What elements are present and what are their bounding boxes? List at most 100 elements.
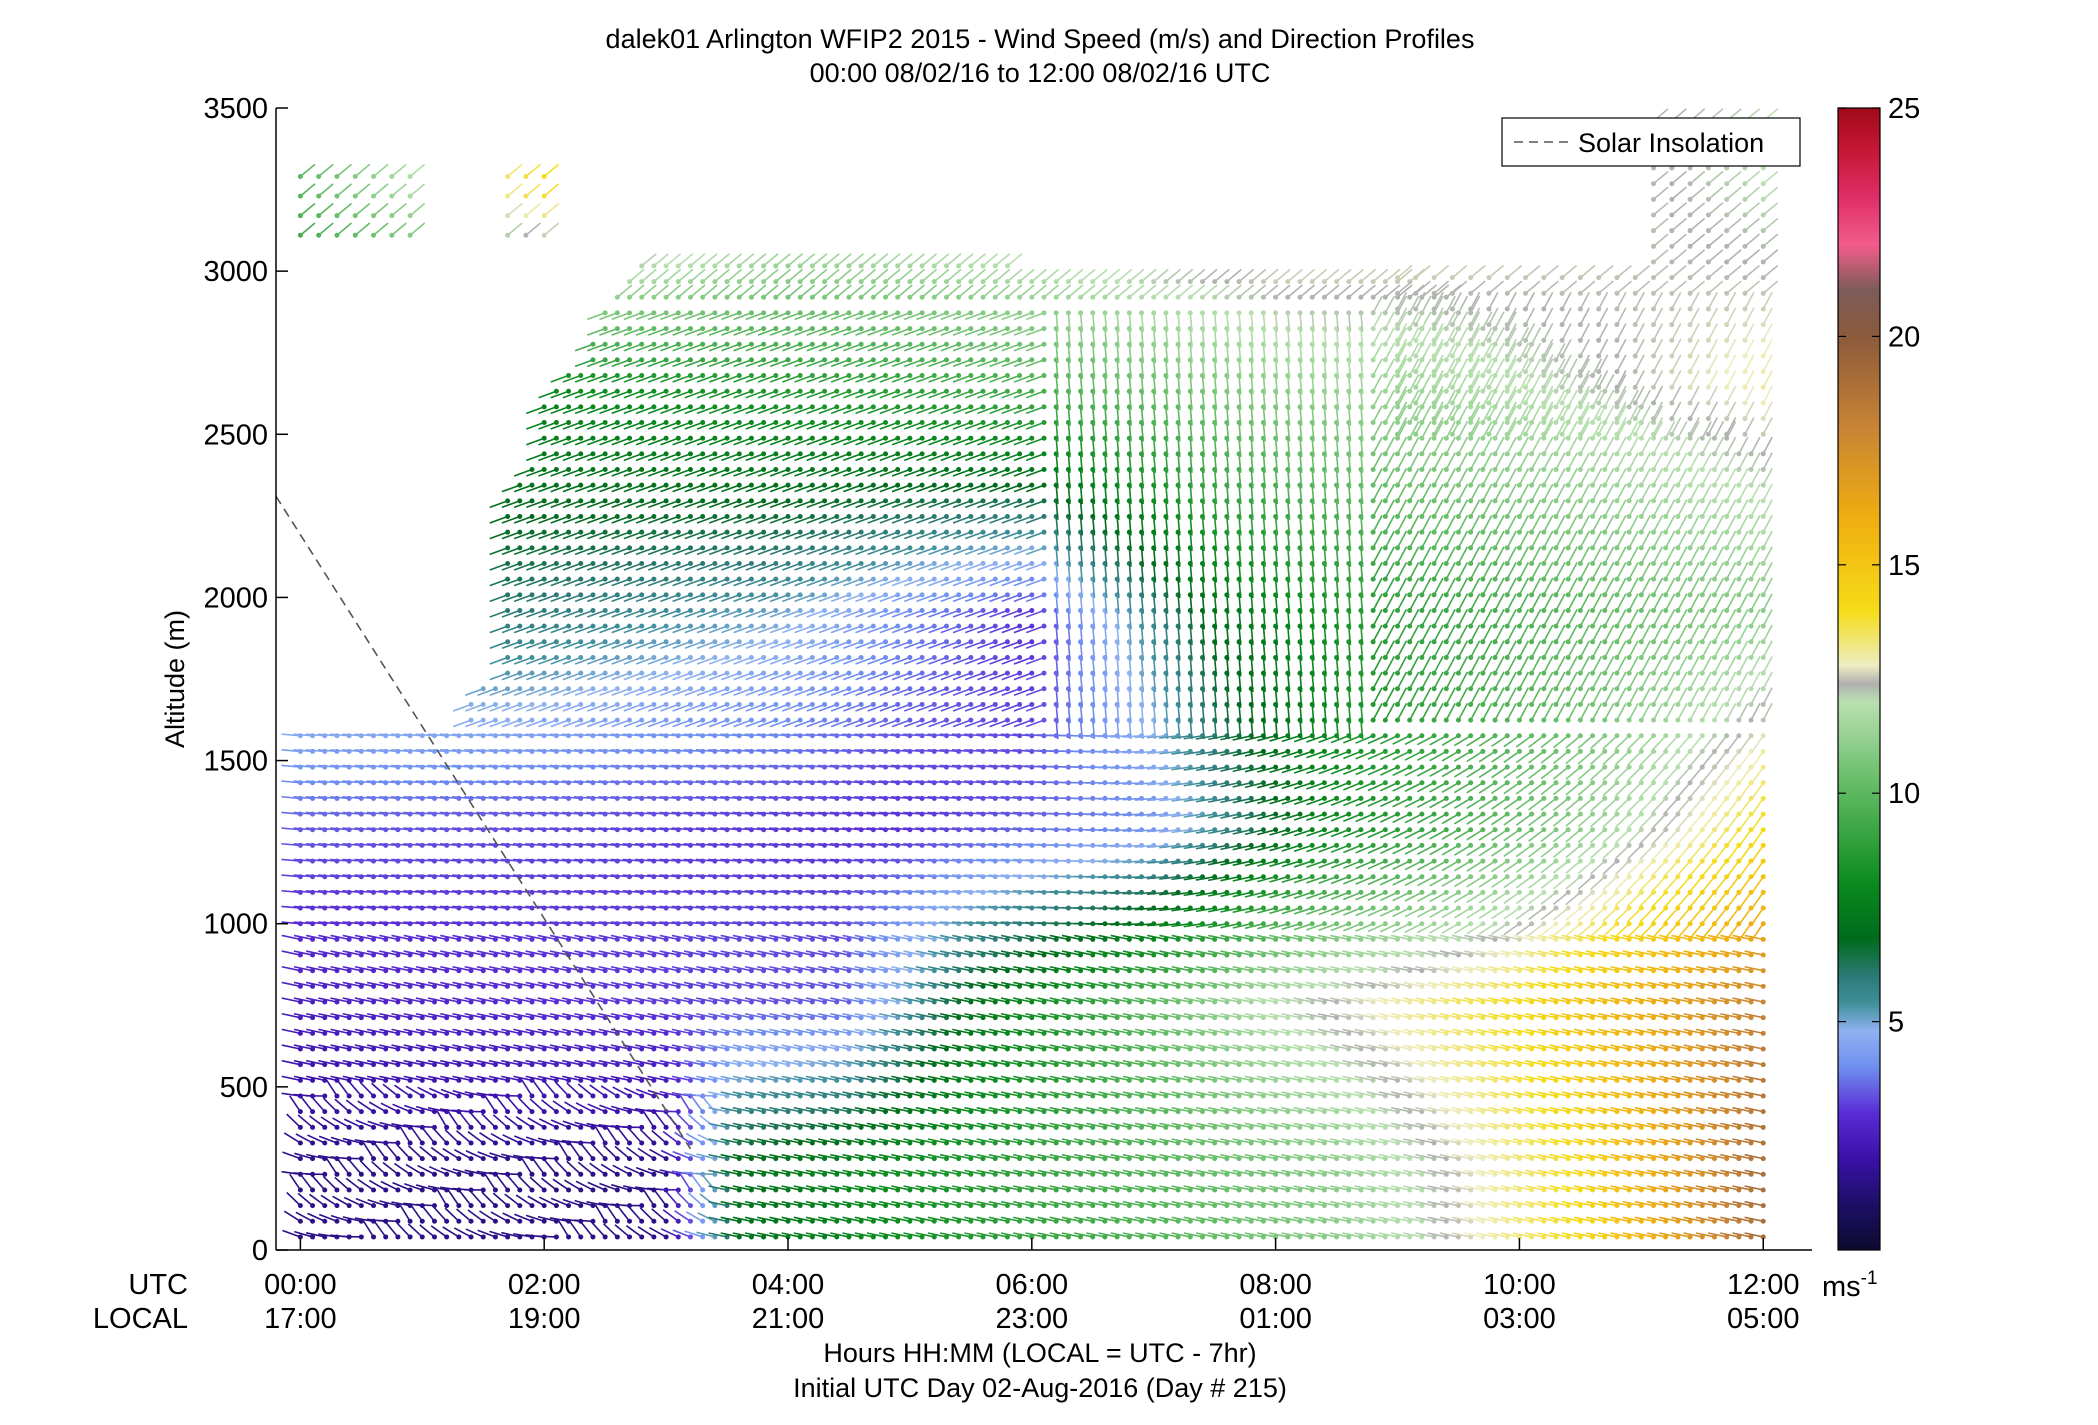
wind-barb-head xyxy=(541,1140,547,1146)
wind-barb xyxy=(281,874,301,878)
wind-barb-head xyxy=(724,623,730,629)
wind-barb-head xyxy=(785,686,791,692)
wind-barb-head xyxy=(797,263,803,269)
wind-barb-head xyxy=(736,451,742,457)
wind-barb xyxy=(366,780,386,784)
wind-barb-head xyxy=(517,670,523,676)
wind-barb-head xyxy=(529,670,535,676)
wind-barb-head xyxy=(761,388,767,394)
wind-barb-head xyxy=(578,1234,584,1240)
wind-barb xyxy=(317,733,338,737)
wind-barb-head xyxy=(651,279,657,285)
wind-barb xyxy=(378,795,398,800)
wind-barb xyxy=(379,997,399,1003)
wind-barb-head xyxy=(822,341,828,347)
wind-barb-head xyxy=(614,373,620,379)
wind-barb-head xyxy=(383,1234,389,1240)
wind-barb-head xyxy=(590,498,596,504)
wind-barb-head xyxy=(602,1109,608,1115)
wind-barb xyxy=(342,874,362,878)
wind-barb-head xyxy=(517,686,523,692)
wind-barb xyxy=(354,1012,374,1019)
wind-barb-head xyxy=(639,388,645,394)
wind-barb-head xyxy=(761,592,767,598)
wind-barb-head xyxy=(639,294,645,300)
wind-barb-head xyxy=(761,279,767,285)
wind-barb-head xyxy=(687,498,693,504)
wind-barb xyxy=(415,1125,435,1129)
wind-barb xyxy=(330,842,350,847)
wind-barb xyxy=(415,1105,435,1113)
wind-barb xyxy=(281,950,301,956)
wind-barb-head xyxy=(834,373,840,379)
wind-barb-head xyxy=(822,467,828,473)
wind-barb-head xyxy=(334,1140,340,1146)
wind-barb-head xyxy=(431,1218,437,1224)
wind-barb xyxy=(378,905,398,909)
wind-barb xyxy=(330,965,350,972)
wind-barb xyxy=(293,950,313,956)
wind-barb-head xyxy=(553,1187,559,1193)
wind-barb-head xyxy=(797,670,803,676)
wind-barb-head xyxy=(639,451,645,457)
wind-barb-head xyxy=(602,357,608,363)
wind-barb-head xyxy=(480,1124,486,1130)
wind-barb-head xyxy=(736,263,742,269)
wind-barb-head xyxy=(883,686,889,692)
wind-barb-head xyxy=(870,670,876,676)
wind-barb-head xyxy=(687,545,693,551)
wind-barb-head xyxy=(553,1093,559,1099)
wind-barb-head xyxy=(614,357,620,363)
wind-barb-head xyxy=(334,983,340,989)
wind-barb-head xyxy=(578,404,584,410)
wind-barb-head xyxy=(614,1187,620,1193)
wind-barb-head xyxy=(761,294,767,300)
wind-barb xyxy=(366,764,386,768)
wind-barb-head xyxy=(834,435,840,441)
wind-barb xyxy=(415,811,435,815)
wind-barb-head xyxy=(785,373,791,379)
wind-barb-head xyxy=(846,701,852,707)
wind-barb xyxy=(366,981,386,988)
wind-barb-head xyxy=(858,639,864,645)
wind-barb-head xyxy=(785,514,791,520)
wind-barb-head xyxy=(834,451,840,457)
wind-barb-head xyxy=(541,467,547,473)
wind-barb-head xyxy=(797,341,803,347)
wind-barb-head xyxy=(687,279,693,285)
wind-barb-head xyxy=(407,1140,413,1146)
wind-barb xyxy=(342,997,362,1003)
wind-barb-head xyxy=(809,607,815,613)
wind-barb xyxy=(281,905,301,909)
wind-barb-head xyxy=(675,1156,681,1162)
wind-barb-head xyxy=(541,1171,547,1177)
wind-barb xyxy=(297,1114,314,1128)
wind-barb-head xyxy=(590,467,596,473)
wind-barb xyxy=(403,1059,423,1066)
wind-barb xyxy=(430,1225,448,1238)
wind-barb xyxy=(348,1081,362,1097)
wind-barb-head xyxy=(724,717,730,723)
wind-barb-head xyxy=(687,654,693,660)
wind-barb-head xyxy=(578,1156,584,1162)
wind-barb-head xyxy=(748,529,754,535)
wind-barb-head xyxy=(858,545,864,551)
wind-barb-head xyxy=(358,1030,364,1036)
wind-barb xyxy=(343,1118,362,1129)
wind-barb-head xyxy=(529,1187,535,1193)
wind-barb-head xyxy=(809,388,815,394)
wind-barb xyxy=(391,1028,411,1035)
wind-barb-head xyxy=(371,999,377,1005)
wind-barb-head xyxy=(724,404,730,410)
chart-subtitle: 00:00 08/02/16 to 12:00 08/02/16 UTC xyxy=(810,58,1271,88)
wind-barb-head xyxy=(578,529,584,535)
wind-barb-head xyxy=(687,357,693,363)
wind-barb xyxy=(368,1101,387,1113)
wind-barb xyxy=(342,1044,362,1050)
wind-barb xyxy=(318,1028,338,1035)
wind-barb-head xyxy=(590,514,596,520)
wind-barb-head xyxy=(797,310,803,316)
wind-barb-head xyxy=(468,1218,474,1224)
wind-barb xyxy=(366,950,386,956)
wind-barb xyxy=(379,1059,399,1066)
